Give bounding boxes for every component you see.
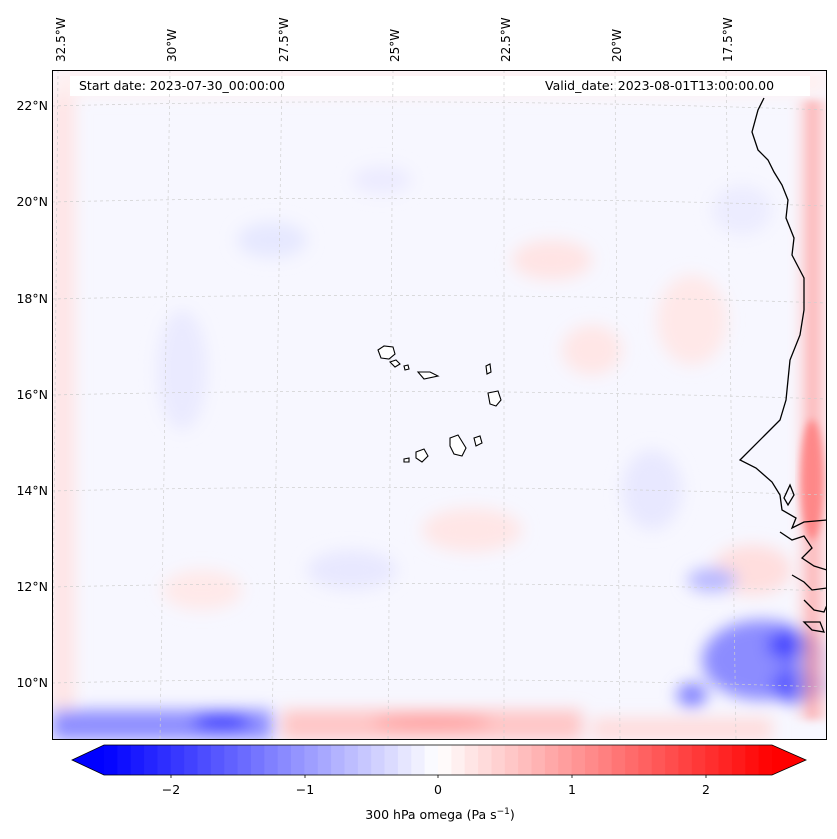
colorbar-title-close: ) xyxy=(509,807,515,823)
colorbar-cell xyxy=(397,745,412,775)
colorbar-cell xyxy=(531,745,546,775)
colorbar-cell xyxy=(237,745,252,775)
colorbar-cell xyxy=(197,745,212,775)
colorbar-cell xyxy=(558,745,573,775)
colorbar-tick-neg2: −2 xyxy=(161,782,181,797)
lon-label-22.5w: 22.5°W xyxy=(499,17,513,62)
colorbar-cell xyxy=(344,745,359,775)
lat-label-16n: 16°N xyxy=(16,387,48,402)
colorbar-cell xyxy=(598,745,613,775)
valid-date-label: Valid_date: 2023-08-01T13:00:00.00 xyxy=(545,78,775,93)
colorbar-cell xyxy=(170,745,185,775)
colorbar-cell xyxy=(718,745,733,775)
colorbar-cell xyxy=(384,745,399,775)
colorbar-cell xyxy=(117,745,132,775)
lat-label-22n: 22°N xyxy=(16,98,48,113)
colorbar-extend-high xyxy=(772,745,806,775)
colorbar-cell xyxy=(130,745,145,775)
colorbar-cell xyxy=(584,745,599,775)
map-panel[interactable] xyxy=(52,70,827,740)
colorbar-cell xyxy=(291,745,305,775)
start-date-label: Start date: 2023-07-30_00:00:00 xyxy=(79,78,285,93)
colorbar-title: 300 hPa omega (Pa s−1) xyxy=(0,807,837,822)
colorbar-cell xyxy=(544,745,559,775)
colorbar-cell xyxy=(424,745,439,775)
colorbar-tick-2: 2 xyxy=(702,782,710,797)
lon-label-27.5w: 27.5°W xyxy=(277,17,291,62)
colorbar-cell xyxy=(491,745,506,775)
lon-label-32.5w: 32.5°W xyxy=(54,17,68,62)
colorbar-cell xyxy=(504,745,519,775)
lat-label-12n: 12°N xyxy=(16,579,48,594)
colorbar-cell xyxy=(464,745,479,775)
lon-label-20w: 20°W xyxy=(610,28,624,62)
colorbar-outline xyxy=(71,744,807,776)
lon-label-25w: 25°W xyxy=(388,28,402,62)
colorbar-cell xyxy=(331,745,345,775)
colorbar-cell xyxy=(224,745,239,775)
colorbar-cell xyxy=(371,745,386,775)
cape-verde-islands xyxy=(377,345,502,463)
lon-label-30w: 30°W xyxy=(165,28,179,62)
lon-label-17.5w: 17.5°W xyxy=(721,17,735,62)
coastal-red-band xyxy=(787,100,827,720)
colorbar-title-exponent: −1 xyxy=(496,807,510,817)
colorbar-ticks xyxy=(170,775,707,778)
map-border xyxy=(52,70,827,740)
colorbar-cells xyxy=(72,745,806,775)
colorbar-cell xyxy=(264,745,279,775)
colorbar-cell xyxy=(304,745,319,775)
colorbar-cell xyxy=(731,745,746,775)
colorbar-cell xyxy=(611,745,626,775)
coastline xyxy=(738,97,827,633)
colorbar-cell xyxy=(745,745,760,775)
lat-label-14n: 14°N xyxy=(16,483,48,498)
colorbar-cell xyxy=(250,745,265,775)
colorbar-tick-0: 0 xyxy=(434,782,442,797)
colorbar-cell xyxy=(691,745,706,775)
colorbar-cell xyxy=(411,745,426,775)
colorbar-cell xyxy=(157,745,172,775)
colorbar-cell xyxy=(665,745,679,775)
date-header-bar xyxy=(70,76,810,96)
colorbar xyxy=(71,744,807,778)
colorbar-tick-1: 1 xyxy=(568,782,576,797)
colorbar-cell xyxy=(571,745,586,775)
colorbar-cell xyxy=(638,745,653,775)
colorbar-cell xyxy=(651,745,666,775)
colorbar-extend-low xyxy=(72,745,104,775)
colorbar-tick-neg1: −1 xyxy=(295,782,315,797)
lat-label-20n: 20°N xyxy=(16,194,48,209)
coastal-red-core xyxy=(800,420,824,540)
colorbar-cell xyxy=(144,745,158,775)
colorbar-cell xyxy=(438,745,452,775)
colorbar-cell xyxy=(184,745,199,775)
lat-label-18n: 18°N xyxy=(16,291,48,306)
colorbar-cell xyxy=(277,745,292,775)
colorbar-cell xyxy=(478,745,492,775)
colorbar-cell xyxy=(210,745,225,775)
colorbar-cell xyxy=(678,745,693,775)
colorbar-cell xyxy=(518,745,533,775)
colorbar-cell xyxy=(317,745,332,775)
colorbar-title-text: 300 hPa omega (Pa s xyxy=(365,807,497,823)
lat-label-10n: 10°N xyxy=(16,675,48,690)
colorbar-cell xyxy=(104,745,118,775)
colorbar-cell xyxy=(625,745,639,775)
colorbar-cell xyxy=(705,745,720,775)
colorbar-cell xyxy=(758,745,773,775)
colorbar-cell xyxy=(357,745,372,775)
colorbar-cell xyxy=(451,745,466,775)
